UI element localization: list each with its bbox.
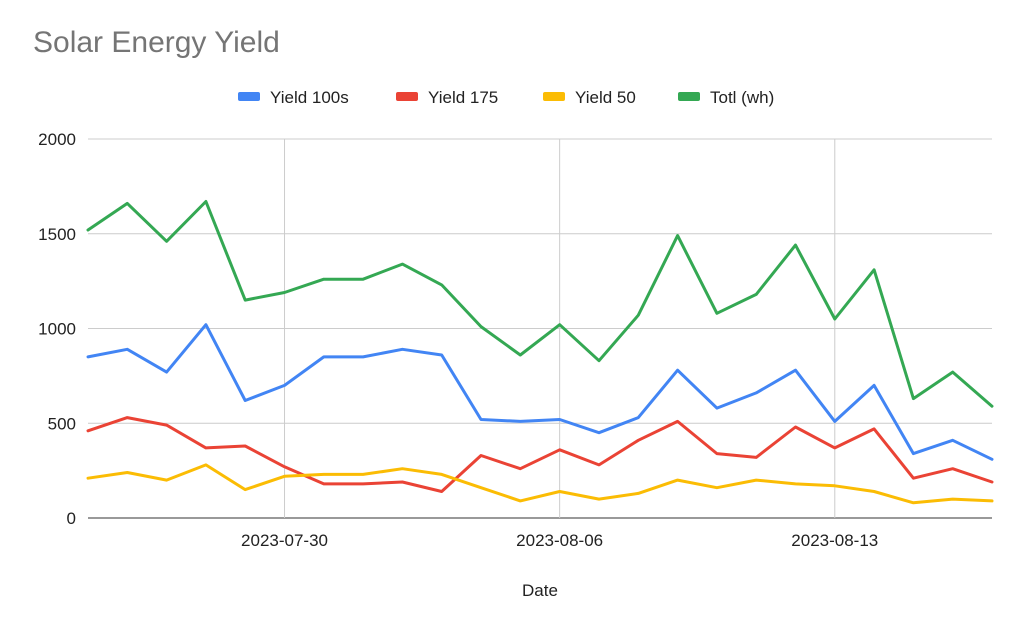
- y-axis-ticks: 0 500 1000 1500 2000: [38, 130, 76, 528]
- legend-item[interactable]: Yield 50: [543, 88, 636, 107]
- series-line-totl-wh: [86, 200, 994, 408]
- y-tick-label: 0: [67, 509, 76, 528]
- legend-label: Yield 100s: [270, 88, 349, 107]
- legend-label: Yield 50: [575, 88, 636, 107]
- legend: Yield 100s Yield 175 Yield 50 Totl (wh): [238, 88, 774, 107]
- legend-swatch: [238, 92, 260, 101]
- grid-lines: [88, 138, 992, 519]
- y-tick-label: 1000: [38, 320, 76, 339]
- series-line-yield-175: [86, 416, 994, 493]
- y-tick-label: 500: [48, 414, 76, 433]
- y-tick-label: 1500: [38, 225, 76, 244]
- legend-item[interactable]: Totl (wh): [678, 88, 774, 107]
- legend-label: Totl (wh): [710, 88, 774, 107]
- legend-swatch: [396, 92, 418, 101]
- x-axis-ticks: 2023-07-30 2023-08-06 2023-08-13: [241, 531, 878, 550]
- x-tick-label: 2023-08-13: [791, 531, 878, 550]
- legend-item[interactable]: Yield 175: [396, 88, 498, 107]
- y-tick-label: 2000: [38, 130, 76, 149]
- legend-swatch: [543, 92, 565, 101]
- x-tick-label: 2023-07-30: [241, 531, 328, 550]
- x-tick-label: 2023-08-06: [516, 531, 603, 550]
- legend-swatch: [678, 92, 700, 101]
- chart-title: Solar Energy Yield: [33, 26, 280, 59]
- legend-item[interactable]: Yield 100s: [238, 88, 349, 107]
- series-line-yield-100s: [86, 323, 994, 461]
- legend-label: Yield 175: [428, 88, 498, 107]
- series-lines: [86, 200, 994, 505]
- series-line-yield-50: [86, 463, 994, 505]
- x-axis-title: Date: [522, 581, 558, 600]
